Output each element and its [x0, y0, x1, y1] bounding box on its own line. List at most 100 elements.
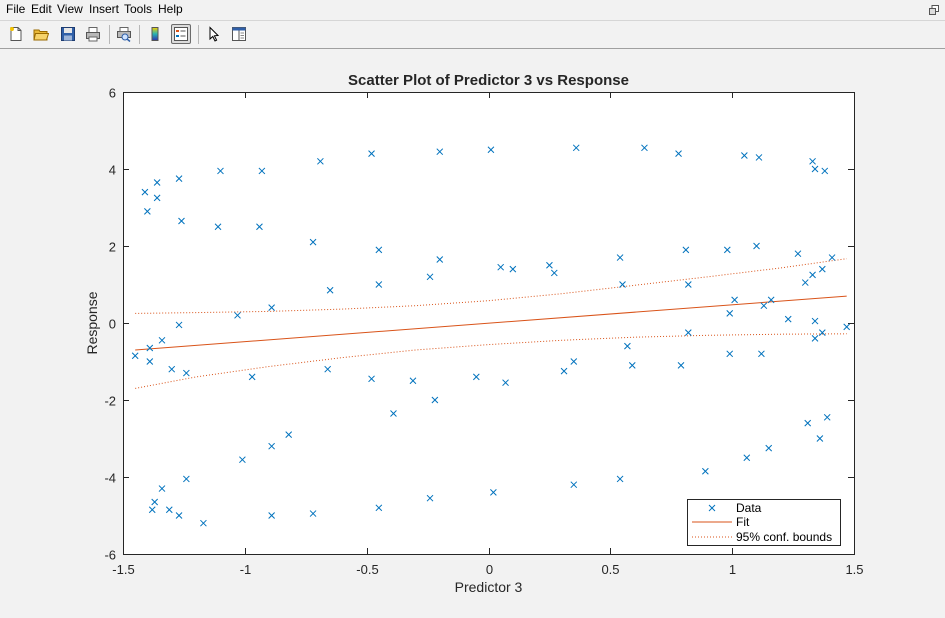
data-point — [309, 238, 317, 246]
data-point-stroke — [794, 250, 802, 258]
data-point — [765, 444, 773, 452]
data-point-stroke — [801, 279, 809, 286]
data-point — [570, 358, 578, 365]
menu-edit[interactable]: Edit — [31, 2, 52, 16]
data-point — [153, 179, 161, 186]
confidence-bounds — [135, 258, 847, 389]
data-point — [268, 512, 275, 519]
menu-tools[interactable]: Tools — [124, 2, 153, 16]
data-point-stroke — [753, 242, 760, 250]
data-point-stroke — [268, 512, 275, 519]
open-file-icon[interactable] — [31, 24, 51, 44]
data-point-stroke — [131, 352, 139, 360]
data-point — [619, 281, 626, 288]
y-tick-label: 6 — [109, 86, 116, 101]
legend-marker-stroke — [708, 504, 716, 512]
data-point — [816, 435, 824, 442]
data-point — [431, 396, 439, 404]
data-point — [726, 310, 734, 317]
data-point — [794, 250, 802, 258]
data-point — [760, 302, 768, 310]
data-point — [675, 150, 682, 157]
x-tick-label: 0.5 — [601, 562, 619, 577]
data-point — [628, 361, 636, 369]
data-point — [268, 442, 275, 450]
legend[interactable]: Data Fit 95% conf. bounds — [687, 499, 841, 546]
menu-file[interactable]: File — [6, 2, 26, 16]
y-tick-label: 2 — [109, 240, 116, 255]
data-point-stroke — [426, 494, 434, 502]
data-point — [767, 296, 775, 304]
data-point — [368, 375, 375, 383]
data-point — [811, 165, 819, 173]
data-point — [390, 410, 397, 417]
conf-bound-lower — [135, 333, 847, 389]
data-point — [375, 281, 383, 288]
data-point-stroke — [317, 157, 324, 165]
data-point — [684, 281, 692, 288]
data-point-stroke — [409, 377, 417, 385]
data-point — [368, 150, 375, 157]
data-point — [624, 342, 631, 350]
data-point-stroke — [182, 475, 190, 483]
print-icon[interactable] — [83, 24, 103, 44]
x-tick-label: -1 — [240, 562, 252, 577]
data-point-stroke — [684, 329, 692, 336]
toolbar-separator — [109, 25, 110, 44]
data-point — [723, 246, 731, 254]
x-tick-label: -0.5 — [356, 562, 378, 577]
data-point — [131, 352, 139, 360]
data-point-stroke — [436, 148, 444, 156]
data-point — [153, 194, 161, 202]
data-point — [168, 365, 176, 373]
data-point-stroke — [158, 336, 166, 344]
data-point — [682, 246, 690, 254]
data-point-stroke — [151, 498, 159, 506]
save-icon[interactable] — [58, 24, 78, 44]
data-point-stroke — [723, 246, 731, 254]
data-point-stroke — [178, 217, 185, 225]
data-point — [285, 431, 293, 439]
menu-help[interactable]: Help — [158, 2, 183, 16]
y-axis-title: Response — [84, 291, 100, 354]
data-point — [804, 419, 812, 427]
data-point — [616, 254, 624, 261]
colorbar-icon[interactable] — [145, 24, 165, 44]
data-point — [487, 146, 495, 154]
data-point-stroke — [755, 154, 763, 161]
data-point — [472, 373, 480, 381]
data-point-stroke — [767, 296, 775, 304]
pointer-icon[interactable] — [204, 24, 224, 44]
data-point-stroke — [760, 302, 768, 310]
data-point — [490, 489, 497, 496]
data-point — [146, 358, 154, 365]
data-point — [502, 379, 509, 387]
x-tick-labels: -1.5 -1 -0.5 0 0.5 1 1.5 — [112, 562, 863, 577]
data-point-stroke — [811, 165, 819, 173]
data-point — [801, 279, 809, 286]
restore-window-icon[interactable] — [929, 4, 939, 15]
property-editor-icon[interactable] — [229, 24, 249, 44]
legend-data-marker — [708, 504, 716, 512]
data-point — [375, 246, 383, 254]
menu-insert[interactable]: Insert — [89, 2, 120, 16]
legend-icon[interactable] — [171, 24, 191, 44]
menu-view[interactable]: View — [57, 2, 83, 16]
data-point — [570, 481, 578, 489]
x-tick-label: 1.5 — [845, 562, 863, 577]
data-point — [324, 365, 332, 373]
toolbar-separator — [139, 25, 140, 44]
data-point — [811, 335, 819, 342]
data-point-stroke — [731, 296, 738, 304]
data-point-stroke — [472, 373, 480, 381]
data-point — [175, 175, 183, 182]
legend-label-data: Data — [736, 501, 762, 515]
data-points — [131, 144, 851, 527]
new-figure-icon[interactable] — [6, 24, 26, 44]
data-point — [217, 167, 224, 175]
data-point-stroke — [141, 188, 149, 196]
data-point — [158, 336, 166, 344]
data-point-stroke — [146, 344, 154, 352]
print-preview-icon[interactable] — [114, 24, 134, 44]
data-point — [743, 454, 751, 462]
